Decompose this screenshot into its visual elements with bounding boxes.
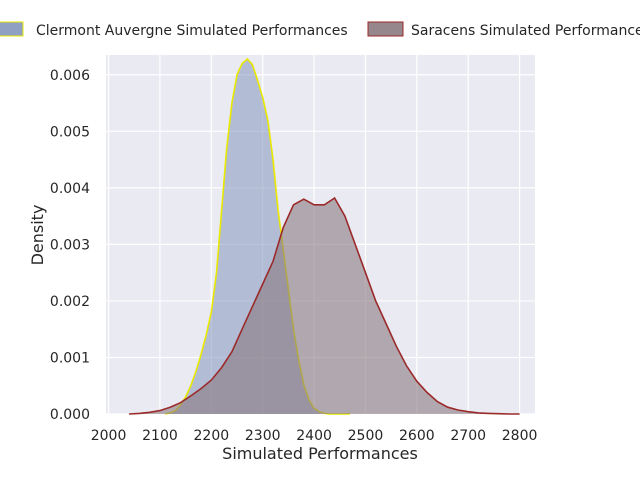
legend: Clermont Auvergne Simulated Performances…: [0, 21, 640, 39]
x-axis-label: Simulated Performances: [222, 444, 418, 463]
x-tick-label: 2400: [296, 428, 332, 444]
x-axis-ticks: 2000 2100 2200 2300 2400 2500 2600 2700 2800: [91, 428, 538, 444]
y-tick-label: 0.001: [50, 350, 90, 366]
legend-swatch-clermont: [0, 21, 24, 37]
x-tick-label: 2000: [91, 428, 127, 444]
x-tick-label: 2600: [399, 428, 435, 444]
x-tick-label: 2300: [245, 428, 281, 444]
x-tick-label: 2100: [142, 428, 178, 444]
y-axis-label: Density: [28, 205, 47, 266]
y-tick-label: 0.005: [50, 124, 90, 140]
y-tick-label: 0.004: [50, 181, 90, 197]
legend-swatch-saracens: [367, 21, 404, 37]
legend-label-saracens: Saracens Simulated Performance: [411, 23, 640, 39]
x-tick-label: 2800: [502, 428, 538, 444]
x-tick-label: 2200: [194, 428, 230, 444]
y-tick-label: 0.000: [50, 407, 90, 423]
x-tick-label: 2700: [450, 428, 486, 444]
clermont-density-area: [165, 59, 350, 414]
legend-label-clermont: Clermont Auvergne Simulated Performances: [36, 23, 348, 39]
y-tick-label: 0.002: [50, 294, 90, 310]
y-tick-label: 0.003: [50, 237, 90, 253]
y-tick-label: 0.006: [50, 68, 90, 84]
x-tick-label: 2500: [348, 428, 384, 444]
y-axis-ticks: 0.000 0.001 0.002 0.003 0.004 0.005 0.006: [50, 68, 90, 423]
density-areas: [129, 57, 520, 415]
saracens-density-line: [129, 196, 520, 415]
